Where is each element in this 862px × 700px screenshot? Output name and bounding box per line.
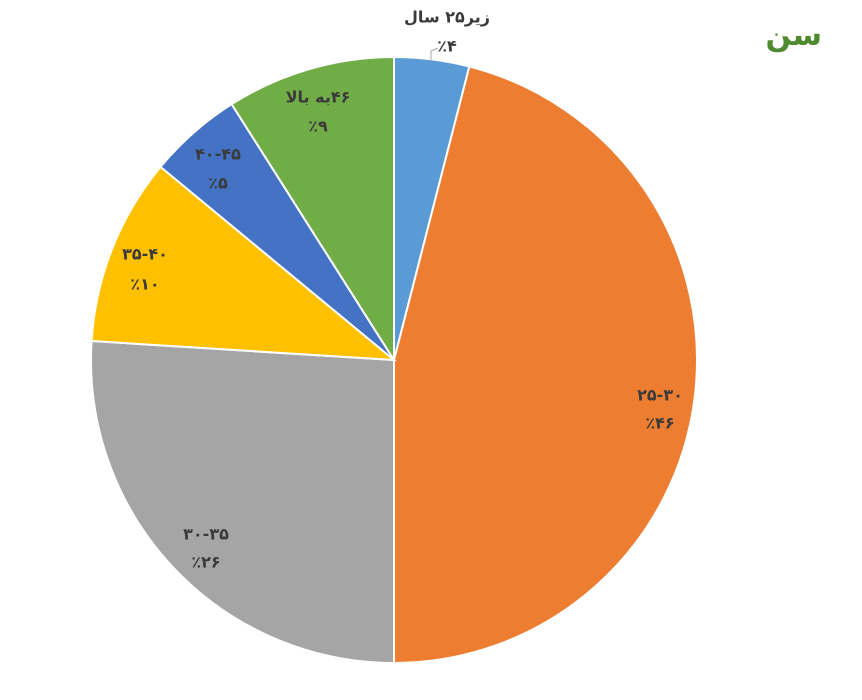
slice-labels: زیر۲۵ سال ٪۴ ۲۵-۳۰ ٪۴۶ ۳۰-۳۵ ٪۲۶ ۳۵-۴۰ ٪۱۰ ۴۰-۴۵…: [122, 8, 683, 572]
slice-value-label: ٪۵: [208, 174, 228, 193]
slice-value-label: ٪۲۶: [191, 553, 220, 572]
slice-category-label: ۴۶به بالا: [286, 88, 351, 107]
slice-category-label: زیر۲۵ سال: [404, 8, 490, 27]
pie-slices: [90, 55, 698, 665]
slice-value-label: ٪۴: [437, 37, 457, 56]
leader-line: [430, 47, 439, 60]
slice-value-label: ٪۹: [308, 117, 328, 136]
pie-slice: [230, 55, 395, 364]
slice-value-label: ٪۴۶: [645, 414, 674, 433]
slice-category-label: ۲۵-۳۰: [637, 386, 683, 405]
chart-title: سن: [765, 18, 823, 53]
pie-slice: [90, 165, 398, 362]
pie-slice: [90, 339, 395, 665]
pie-slice: [393, 65, 698, 665]
slice-category-label: ۳۰-۳۵: [183, 525, 229, 544]
leader-lines: [430, 47, 439, 60]
slice-category-label: ۴۰-۴۵: [195, 145, 241, 164]
slice-value-label: ٪۱۰: [130, 275, 159, 294]
slice-category-label: ۳۵-۴۰: [122, 245, 168, 264]
